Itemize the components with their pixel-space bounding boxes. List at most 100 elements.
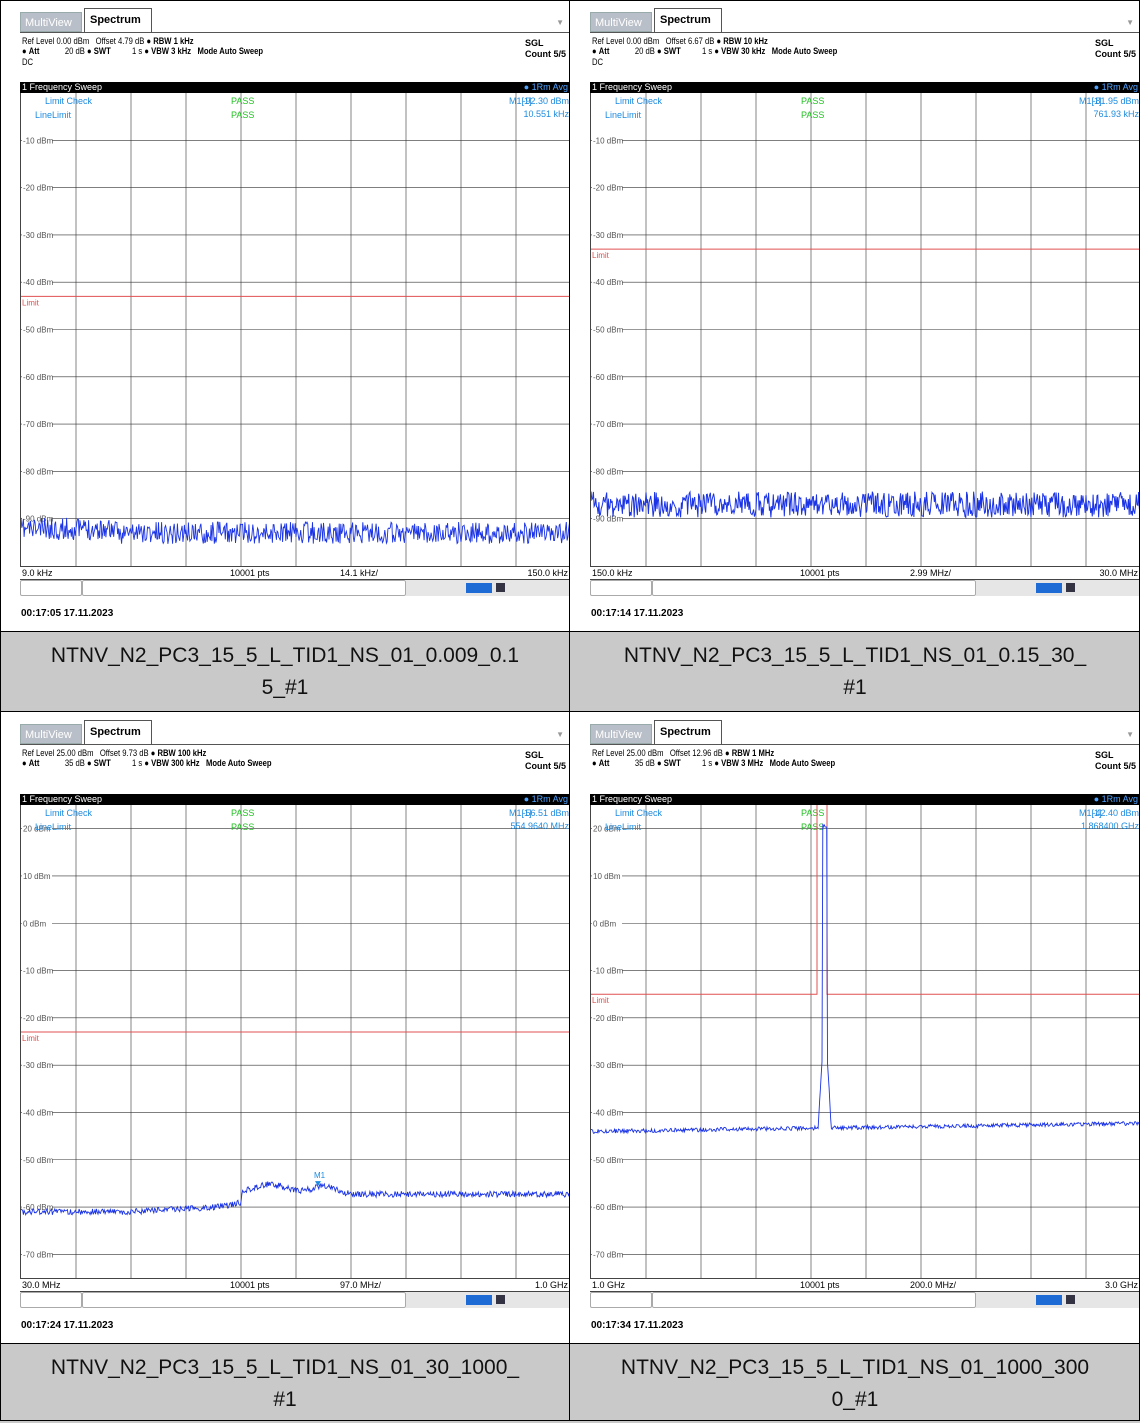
sweep-count: SGL Count 5/5 bbox=[525, 38, 566, 60]
tick-bg bbox=[22, 1013, 52, 1022]
tick-bg bbox=[22, 919, 52, 928]
divider bbox=[20, 32, 570, 33]
mode[interactable]: Mode Auto Sweep bbox=[197, 46, 264, 56]
limit-check-label: Limit Check bbox=[45, 808, 93, 818]
swt-value[interactable]: 1 s bbox=[132, 758, 143, 768]
offset[interactable]: Offset 6.67 dB bbox=[665, 36, 715, 46]
att-value[interactable]: 35 dB bbox=[634, 758, 655, 768]
spectrum-svg: -10 dBm -20 dBm -30 dBm -40 dBm -50 dBm -60 d… bbox=[21, 93, 570, 566]
rbw[interactable]: RBW 1 MHz bbox=[731, 748, 775, 758]
vbw[interactable]: VBW 3 kHz bbox=[151, 46, 192, 56]
frequency-axis: 150.0 kHz 10001 pts 2.99 MHz/30.0 MHz bbox=[590, 566, 1140, 580]
y-tick-label: -40 dBm bbox=[23, 1108, 54, 1117]
tab-spectrum[interactable]: Spectrum bbox=[654, 720, 722, 744]
marker-label: M1[1] bbox=[1079, 808, 1102, 818]
sgl-label: SGL bbox=[524, 750, 544, 760]
screenshot-cell: MultiView Spectrum ▼ Ref Level 0.00 dBm Off… bbox=[0, 0, 570, 630]
y-tick-label: -20 dBm bbox=[23, 184, 54, 193]
tick-bg bbox=[592, 325, 622, 334]
tab-spectrum[interactable]: Spectrum bbox=[654, 8, 722, 32]
tick-bg bbox=[592, 919, 622, 928]
ref-level[interactable]: Ref Level 0.00 dBm bbox=[22, 36, 90, 46]
message-field[interactable] bbox=[82, 580, 406, 596]
freq-stop: 1.0 GHz bbox=[534, 1280, 568, 1290]
progress-meter-icon bbox=[1036, 583, 1062, 593]
tab-multiview[interactable]: MultiView bbox=[590, 724, 652, 744]
mode[interactable]: Mode Auto Sweep bbox=[205, 758, 272, 768]
pass-status: PASS bbox=[801, 808, 824, 818]
offset[interactable]: Offset 9.73 dB bbox=[99, 748, 149, 758]
limit-line-label: Limit bbox=[22, 1034, 40, 1043]
tab-scroll-icon[interactable]: ▼ bbox=[556, 730, 564, 739]
vbw[interactable]: VBW 300 kHz bbox=[151, 758, 200, 768]
tick-bg bbox=[22, 1203, 52, 1212]
spectrum-plot[interactable]: 20 dBm 10 dBm 0 dBm -10 dBm -20 dBm -30 dBm -4… bbox=[20, 805, 570, 1278]
tab-multiview[interactable]: MultiView bbox=[20, 724, 82, 744]
status-field[interactable] bbox=[20, 580, 82, 596]
marker-level: -81.95 dBm bbox=[1092, 96, 1139, 106]
progress-meter-icon bbox=[1036, 1295, 1062, 1305]
tab-scroll-icon[interactable]: ▼ bbox=[1126, 730, 1134, 739]
y-tick-label: -60 dBm bbox=[23, 1203, 54, 1212]
att-label: Att bbox=[598, 46, 610, 56]
marker-level: -92.30 dBm bbox=[522, 96, 569, 106]
spectrum-svg: 20 dBm 10 dBm 0 dBm -10 dBm -20 dBm -30 dBm -4… bbox=[591, 805, 1140, 1278]
spectrum-plot[interactable]: 20 dBm 10 dBm 0 dBm -10 dBm -20 dBm -30 dBm -4… bbox=[590, 805, 1140, 1278]
ref-level[interactable]: Ref Level 25.00 dBm bbox=[592, 748, 664, 758]
att-label: Att bbox=[598, 758, 610, 768]
tab-spectrum[interactable]: Spectrum bbox=[84, 8, 152, 32]
status-field[interactable] bbox=[20, 1292, 82, 1308]
swt-value[interactable]: 1 s bbox=[132, 46, 143, 56]
sweep-title-bar: 1 Frequency Sweep ● 1Rm Avg bbox=[20, 82, 570, 93]
rbw[interactable]: RBW 10 kHz bbox=[723, 36, 768, 46]
tab-scroll-icon[interactable]: ▼ bbox=[1126, 18, 1134, 27]
tab-multiview[interactable]: MultiView bbox=[20, 12, 82, 32]
pass-status: PASS bbox=[231, 822, 254, 832]
settings-row: ● Att 35 dB ● SWT 1 s ● VBW 3 MHz Mode A… bbox=[592, 758, 836, 768]
rbw[interactable]: RBW 100 kHz bbox=[157, 748, 207, 758]
y-tick-label: -20 dBm bbox=[593, 1014, 624, 1023]
network-icon bbox=[1066, 583, 1075, 592]
status-field[interactable] bbox=[590, 1292, 652, 1308]
tick-bg bbox=[22, 966, 52, 975]
settings-summary: Ref Level 0.00 dBm Offset 4.79 dB ● RBW … bbox=[22, 36, 488, 80]
tab-spectrum[interactable]: Spectrum bbox=[84, 720, 152, 744]
mode[interactable]: Mode Auto Sweep bbox=[769, 758, 836, 768]
swt-value[interactable]: 1 s bbox=[702, 758, 713, 768]
limit-check-label: Limit Check bbox=[615, 808, 663, 818]
spectrum-plot[interactable]: -10 dBm -20 dBm -30 dBm -40 dBm -50 dBm -60 d… bbox=[590, 93, 1140, 566]
status-field[interactable] bbox=[590, 580, 652, 596]
vbw[interactable]: VBW 3 MHz bbox=[721, 758, 764, 768]
tab-scroll-icon[interactable]: ▼ bbox=[556, 18, 564, 27]
tick-bg bbox=[22, 1108, 52, 1117]
offset[interactable]: Offset 4.79 dB bbox=[95, 36, 145, 46]
ref-level[interactable]: Ref Level 0.00 dBm bbox=[592, 36, 660, 46]
vbw[interactable]: VBW 30 kHz bbox=[721, 46, 766, 56]
count-label: Count 5/5 bbox=[1094, 49, 1136, 59]
tab-bar: MultiView Spectrum ▼ bbox=[20, 8, 570, 34]
marker-icon[interactable] bbox=[315, 1181, 321, 1187]
tick-bg bbox=[592, 1013, 622, 1022]
swt-value[interactable]: 1 s bbox=[702, 46, 713, 56]
spectrum-trace bbox=[591, 490, 1140, 519]
offset[interactable]: Offset 12.96 dB bbox=[669, 748, 723, 758]
spectrum-plot[interactable]: -10 dBm -20 dBm -30 dBm -40 dBm -50 dBm -60 d… bbox=[20, 93, 570, 566]
ref-level[interactable]: Ref Level 25.00 dBm bbox=[22, 748, 94, 758]
tick-bg bbox=[592, 420, 622, 429]
settings-summary: Ref Level 25.00 dBm Offset 9.73 dB ● RBW… bbox=[22, 748, 488, 792]
rbw[interactable]: RBW 1 kHz bbox=[153, 36, 194, 46]
att-value[interactable]: 20 dB bbox=[634, 46, 655, 56]
mode[interactable]: Mode Auto Sweep bbox=[771, 46, 838, 56]
tab-multiview[interactable]: MultiView bbox=[590, 12, 652, 32]
y-tick-label: -70 dBm bbox=[23, 420, 54, 429]
trace-mode: ● 1Rm Avg bbox=[1093, 794, 1138, 804]
timestamp: 00:17:24 17.11.2023 bbox=[21, 1320, 114, 1331]
att-value[interactable]: 35 dB bbox=[64, 758, 85, 768]
att-value[interactable]: 20 dB bbox=[64, 46, 85, 56]
message-field[interactable] bbox=[652, 580, 976, 596]
y-tick-label: 0 dBm bbox=[593, 919, 616, 928]
y-tick-label: -30 dBm bbox=[23, 1061, 54, 1070]
message-field[interactable] bbox=[652, 1292, 976, 1308]
message-field[interactable] bbox=[82, 1292, 406, 1308]
settings-row: Ref Level 0.00 dBm Offset 6.67 dB ● RBW … bbox=[592, 36, 768, 46]
